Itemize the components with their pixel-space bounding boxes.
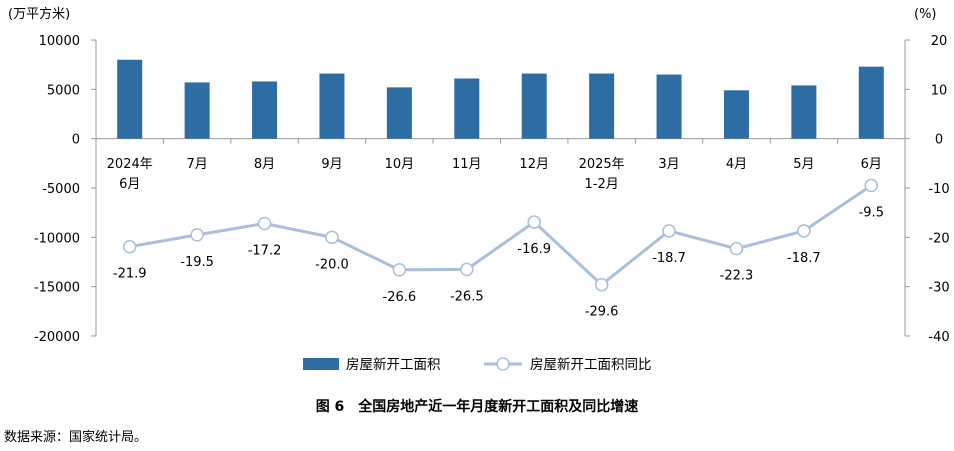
line-point bbox=[527, 215, 541, 229]
bar bbox=[117, 59, 143, 139]
category-label: 4月 bbox=[726, 157, 747, 172]
left-tick-label: 10000 bbox=[39, 34, 80, 49]
category-label: 6月 bbox=[861, 157, 882, 172]
series-line bbox=[129, 184, 873, 287]
category-label: 9月 bbox=[321, 157, 342, 172]
legend-bar-label: 房屋新开工面积 bbox=[346, 357, 441, 373]
line-point bbox=[325, 230, 339, 245]
bar bbox=[386, 87, 412, 139]
bar bbox=[723, 90, 749, 139]
right-axis-unit: (%) bbox=[914, 7, 937, 22]
line-point bbox=[190, 228, 204, 242]
data-label: -26.6 bbox=[383, 290, 417, 305]
bar bbox=[858, 66, 884, 139]
right-tick-label: 10 bbox=[931, 83, 948, 98]
data-label: -26.5 bbox=[450, 289, 484, 304]
bar bbox=[521, 73, 547, 139]
data-label: -19.5 bbox=[180, 255, 214, 270]
line-point bbox=[729, 241, 744, 256]
data-label: -21.9 bbox=[113, 267, 147, 282]
right-tick-label: -10 bbox=[928, 182, 949, 197]
data-label: -18.7 bbox=[652, 251, 686, 266]
data-label: -16.9 bbox=[517, 242, 551, 257]
line-point bbox=[122, 239, 137, 254]
left-tick-label: -15000 bbox=[34, 281, 80, 296]
category-label: 10月 bbox=[385, 157, 415, 172]
bar bbox=[791, 85, 817, 139]
line-point bbox=[257, 216, 272, 231]
category-label: 6月 bbox=[119, 177, 140, 192]
data-label: -18.7 bbox=[787, 251, 821, 266]
left-tick-label: -10000 bbox=[34, 231, 80, 246]
right-tick-label: 0 bbox=[935, 133, 943, 148]
category-label: 12月 bbox=[519, 157, 549, 172]
right-tick-label: -20 bbox=[928, 231, 949, 246]
data-label: -9.5 bbox=[859, 206, 884, 221]
bar bbox=[319, 73, 345, 139]
bar bbox=[656, 74, 682, 139]
right-tick-label: -40 bbox=[928, 330, 949, 345]
category-label: 5月 bbox=[793, 157, 814, 172]
chart: 10000 5000 0 -5000 -10000 -15000 -20000 20 10 0 -1… bbox=[8, 6, 950, 373]
data-label: -22.3 bbox=[720, 269, 754, 284]
line-point bbox=[392, 263, 407, 277]
left-tick-label: 0 bbox=[72, 133, 80, 148]
legend-line-marker bbox=[496, 357, 510, 371]
line-point bbox=[662, 224, 676, 238]
figure-caption: 图 6 全国房地产近一年月度新开工面积及同比增速 bbox=[315, 399, 639, 415]
bar bbox=[454, 78, 480, 139]
category-label: 7月 bbox=[186, 157, 207, 172]
left-axis-unit: (万平方米) bbox=[8, 6, 70, 22]
category-label: 8月 bbox=[254, 157, 275, 172]
data-label: -17.2 bbox=[248, 244, 282, 259]
line-point bbox=[594, 277, 609, 292]
line-point bbox=[460, 262, 474, 277]
source-note: 数据来源：国家统计局。 bbox=[4, 430, 148, 445]
line-point bbox=[797, 224, 811, 238]
category-label: 11月 bbox=[452, 157, 482, 172]
data-label: -29.6 bbox=[585, 305, 619, 320]
legend-line-label: 房屋新开工面积同比 bbox=[530, 357, 652, 373]
data-label: -20.0 bbox=[315, 257, 349, 272]
category-label: 3月 bbox=[658, 157, 679, 172]
category-label: 2024年 bbox=[107, 157, 153, 172]
bar bbox=[589, 73, 615, 139]
left-tick-label: -20000 bbox=[34, 330, 80, 345]
bar bbox=[184, 82, 210, 139]
bar bbox=[252, 81, 278, 139]
legend-bar-swatch bbox=[303, 358, 339, 370]
line-point bbox=[864, 178, 879, 193]
category-label: 2025年 bbox=[579, 157, 625, 172]
right-tick-label: -30 bbox=[928, 281, 949, 296]
right-tick-label: 20 bbox=[931, 34, 948, 49]
left-tick-label: -5000 bbox=[42, 182, 80, 197]
category-label: 1-2月 bbox=[585, 177, 619, 192]
left-tick-label: 5000 bbox=[47, 83, 80, 98]
